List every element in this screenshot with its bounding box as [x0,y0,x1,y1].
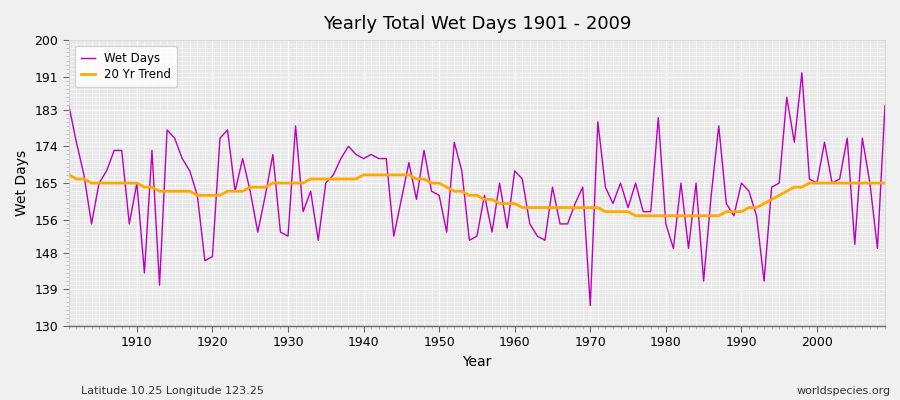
Wet Days [608,201,618,206]
Title: Yearly Total Wet Days 1901 - 2009: Yearly Total Wet Days 1901 - 2009 [323,15,631,33]
Wet Days [63,103,74,108]
20 Yr Trend [600,209,611,214]
Text: Latitude 10.25 Longitude 123.25: Latitude 10.25 Longitude 123.25 [81,386,264,396]
20 Yr Trend [630,213,641,218]
20 Yr Trend [124,181,135,186]
20 Yr Trend [509,201,520,206]
20 Yr Trend [879,181,890,186]
Text: worldspecies.org: worldspecies.org [796,386,891,396]
Wet Days [585,303,596,308]
Wet Days [879,103,890,108]
Wet Days [336,156,346,161]
X-axis label: Year: Year [463,355,491,369]
Wet Days [124,222,135,226]
Line: Wet Days: Wet Days [68,73,885,306]
20 Yr Trend [336,176,346,181]
Y-axis label: Wet Days: Wet Days [15,150,29,216]
20 Yr Trend [63,172,74,177]
Wet Days [502,226,513,230]
Wet Days [509,168,520,173]
Wet Days [796,70,807,75]
Wet Days [290,124,301,128]
Legend: Wet Days, 20 Yr Trend: Wet Days, 20 Yr Trend [75,46,177,87]
20 Yr Trend [502,201,513,206]
Line: 20 Yr Trend: 20 Yr Trend [68,175,885,216]
20 Yr Trend [290,181,301,186]
